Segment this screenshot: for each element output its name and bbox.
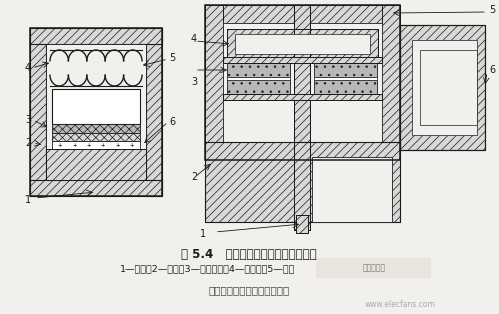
Text: +: + — [87, 142, 91, 148]
Bar — [223, 23, 382, 142]
Text: www.elecfans.com: www.elecfans.com — [365, 300, 436, 309]
Bar — [312, 157, 392, 222]
Text: 3: 3 — [25, 115, 31, 125]
Bar — [52, 141, 140, 149]
Bar — [227, 63, 290, 77]
Text: 图 5.4   压电式加速度传感器的结构图: 图 5.4 压电式加速度传感器的结构图 — [181, 248, 317, 261]
Text: 5: 5 — [169, 53, 175, 63]
Bar — [227, 29, 378, 59]
Text: 6: 6 — [489, 65, 495, 75]
Bar — [235, 34, 370, 54]
Text: 5: 5 — [489, 5, 495, 15]
Text: 2: 2 — [25, 138, 31, 148]
Bar — [146, 28, 162, 196]
Text: +: + — [101, 142, 105, 148]
Bar — [294, 5, 310, 230]
Bar — [30, 180, 162, 196]
Bar — [52, 124, 140, 133]
Bar — [223, 94, 382, 100]
Bar — [205, 5, 223, 160]
Text: 2: 2 — [191, 172, 197, 182]
Bar — [30, 28, 162, 44]
Bar — [30, 28, 162, 196]
Bar — [400, 25, 485, 150]
Text: +: + — [72, 142, 76, 148]
Bar — [296, 215, 308, 233]
Bar — [223, 57, 382, 63]
Bar — [52, 133, 140, 141]
Bar — [223, 57, 382, 63]
Text: 4: 4 — [191, 34, 197, 44]
Bar — [400, 25, 485, 150]
Bar — [314, 63, 377, 77]
Bar — [227, 29, 378, 59]
Bar — [314, 77, 377, 80]
Bar — [30, 28, 46, 196]
Bar — [412, 40, 477, 135]
Bar — [227, 80, 290, 94]
Text: +: + — [115, 142, 120, 148]
Text: 压电式加速传感器的结构如图: 压电式加速传感器的结构如图 — [209, 285, 289, 295]
Text: 电子发烧友: 电子发烧友 — [362, 263, 386, 273]
Bar — [227, 77, 290, 80]
Text: 4: 4 — [25, 63, 31, 73]
Bar — [205, 5, 400, 23]
Text: 1—基座；2—电极；3—压电晶片；4—质量块；5—弹性: 1—基座；2—电极；3—压电晶片；4—质量块；5—弹性 — [120, 264, 295, 273]
Bar — [223, 94, 382, 100]
Bar — [316, 258, 431, 278]
Bar — [296, 215, 308, 233]
Text: 1: 1 — [25, 195, 31, 205]
Text: 1: 1 — [200, 229, 206, 239]
Bar — [46, 149, 146, 180]
Text: +: + — [130, 142, 134, 148]
Bar — [382, 5, 400, 160]
Text: +: + — [58, 142, 62, 148]
Bar — [314, 80, 377, 94]
Text: 3: 3 — [191, 77, 197, 87]
Bar — [52, 89, 140, 124]
Bar — [205, 142, 400, 222]
Bar — [205, 142, 400, 222]
Bar — [46, 149, 146, 180]
Bar — [205, 142, 400, 160]
Bar — [294, 5, 310, 230]
Bar — [420, 50, 477, 125]
Bar — [205, 5, 400, 160]
Text: 6: 6 — [169, 117, 175, 127]
Bar — [46, 44, 146, 180]
